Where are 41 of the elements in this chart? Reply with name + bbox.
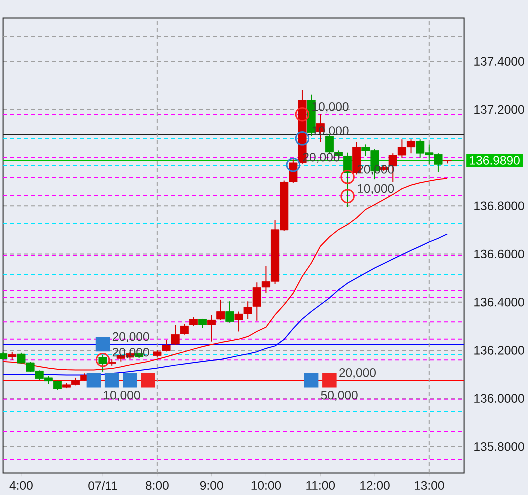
point	[295, 132, 310, 146]
y-tick-label: 136.0000	[474, 394, 524, 404]
point	[340, 170, 355, 184]
x-tick-label: 11:00	[306, 481, 336, 490]
series-label: 10,000	[358, 184, 394, 195]
candlestick	[226, 301, 234, 324]
series-label: 20,000	[112, 332, 150, 343]
series-label: 10,000	[104, 391, 140, 402]
y-tick-label: 137.4000	[474, 57, 524, 66]
x-tick-label: 10:00	[252, 481, 282, 490]
x-tick-label: 9:00	[200, 481, 224, 490]
point	[340, 189, 355, 204]
y-tick-label: 136.2000	[474, 346, 524, 355]
point	[96, 353, 110, 368]
point	[96, 337, 110, 352]
point	[304, 373, 319, 388]
x-tick-label: 07/11	[88, 481, 118, 490]
candlestick	[208, 314, 216, 342]
candlestick	[171, 324, 180, 346]
y-tick-label: 136.6000	[474, 250, 524, 259]
point	[322, 373, 337, 388]
x-tick-label: 12:00	[360, 481, 390, 490]
x-tick-label: 8:00	[146, 481, 169, 490]
point	[86, 373, 102, 388]
candlestick	[180, 324, 189, 336]
candlestick	[98, 354, 108, 372]
point	[104, 373, 120, 388]
y-tick-label: 135.8000	[474, 442, 524, 452]
candlestick	[216, 299, 226, 321]
x-tick-label: 13:00	[414, 481, 444, 490]
series-label: 20,000	[340, 368, 376, 379]
point	[141, 373, 156, 388]
y-tick-label: 136.4000	[474, 298, 524, 307]
series-label: 50,000	[321, 391, 358, 402]
ref-line-label: 136.9890	[470, 156, 520, 165]
point	[295, 107, 310, 122]
y-tick-label: 137.2000	[474, 105, 524, 114]
point	[286, 158, 301, 172]
x-tick-label: 4:00	[10, 481, 33, 490]
point	[123, 373, 138, 388]
y-tick-label: 136.8000	[474, 202, 524, 210]
